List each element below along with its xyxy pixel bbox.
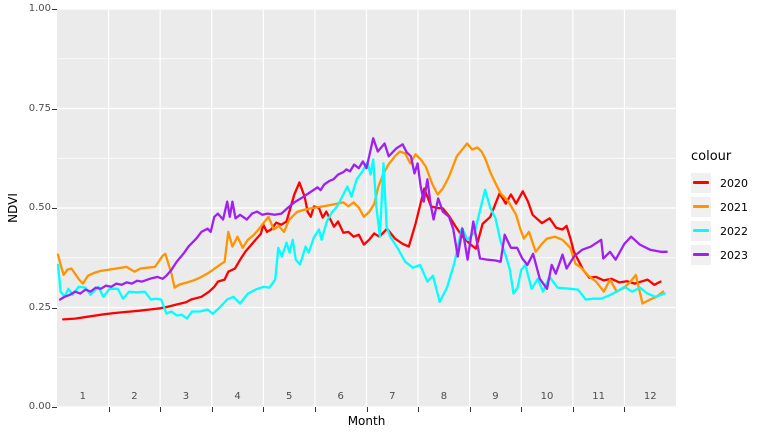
x-tick-label-7: 7 — [389, 391, 396, 402]
legend-key-swatch-2022 — [691, 221, 711, 241]
y-tick-label-1.00: 1.00 — [28, 3, 51, 14]
x-axis-tick — [211, 407, 213, 412]
x-axis-title: Month — [347, 414, 386, 428]
legend-label: 2021 — [720, 200, 748, 214]
legend-item-2023: 2023 — [691, 245, 748, 265]
y-axis-tick — [52, 9, 57, 10]
x-axis-tick — [521, 407, 523, 412]
x-axis-tick — [160, 407, 162, 412]
legend-key-swatch-2023 — [691, 245, 711, 265]
x-tick-label-9: 9 — [492, 391, 499, 402]
x-tick-label-1: 1 — [79, 391, 86, 402]
x-axis-tick — [366, 407, 368, 412]
y-tick-label-0.75: 0.75 — [28, 102, 51, 114]
x-tick-label-11: 11 — [592, 391, 605, 402]
series-line-2020 — [62, 181, 662, 321]
legend-key-line-icon — [693, 205, 709, 208]
x-tick-label-8: 8 — [440, 391, 448, 402]
y-tick-label-0.00: 0.00 — [28, 401, 51, 412]
series-line-2022 — [57, 158, 666, 320]
x-axis-tick — [624, 407, 626, 412]
series-line-2023 — [58, 137, 668, 301]
x-axis-tick — [314, 407, 316, 412]
legend-key-line-icon — [693, 229, 709, 232]
y-axis-title: NDVI — [6, 193, 20, 223]
x-tick-label-5: 5 — [285, 391, 293, 402]
legend-key-line-icon — [693, 253, 709, 256]
x-axis-tick — [418, 407, 420, 412]
series-line-2021 — [57, 142, 665, 305]
x-tick-label-10: 10 — [540, 391, 554, 402]
y-axis-tick — [52, 108, 57, 110]
x-axis-tick — [469, 407, 471, 412]
legend-label: 2023 — [720, 248, 748, 262]
legend-key-swatch-2021 — [691, 197, 711, 217]
legend-items: 2020 2021 2022 2023 — [691, 173, 748, 265]
legend: colour 2020 2021 2022 2023 — [691, 149, 748, 269]
y-axis-tick — [52, 407, 57, 408]
y-tick-label-0.25: 0.25 — [28, 301, 51, 313]
legend-title: colour — [691, 149, 732, 164]
x-tick-label-2: 2 — [131, 391, 138, 402]
x-axis-tick — [263, 407, 265, 412]
legend-label: 2020 — [720, 176, 748, 190]
x-tick-label-6: 6 — [337, 391, 344, 402]
plot-panel: 1 2 3 4 5 6 7 8 9 10 11 12 — [57, 9, 676, 407]
x-tick-label-3: 3 — [182, 391, 190, 402]
legend-item-2020: 2020 — [691, 173, 748, 193]
x-axis-tick — [572, 407, 574, 412]
plot-canvas — [57, 9, 676, 407]
legend-label: 2022 — [720, 224, 748, 238]
legend-item-2022: 2022 — [691, 221, 748, 241]
x-axis-tick — [108, 407, 110, 412]
x-tick-label-4: 4 — [234, 391, 241, 402]
legend-key-line-icon — [693, 181, 709, 184]
y-axis-tick — [52, 307, 57, 309]
legend-key-swatch-2020 — [691, 173, 711, 193]
legend-item-2021: 2021 — [691, 197, 748, 217]
y-axis-tick — [52, 208, 57, 209]
y-tick-label-0.50: 0.50 — [28, 202, 51, 213]
x-tick-label-12: 12 — [643, 391, 657, 402]
